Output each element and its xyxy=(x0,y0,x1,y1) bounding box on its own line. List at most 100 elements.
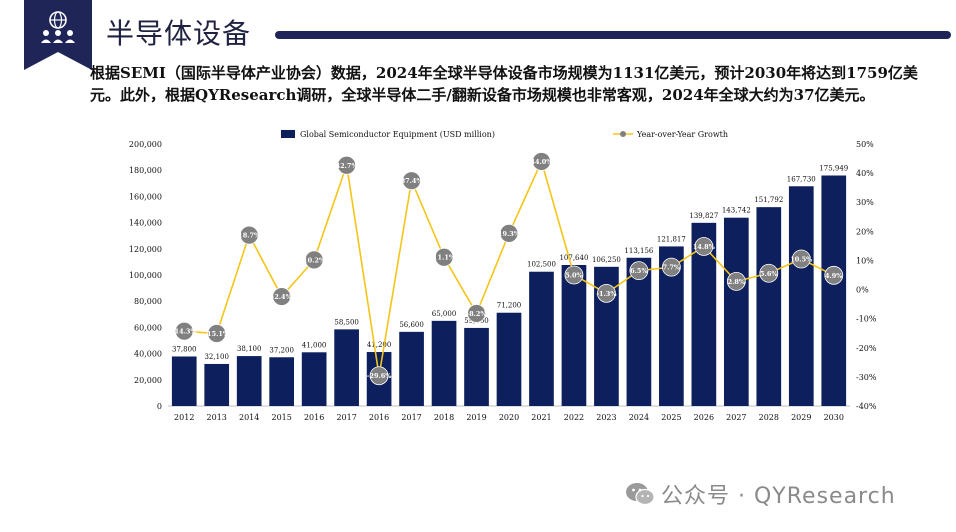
x-tick-label: 2016 xyxy=(304,413,324,422)
bar-value-label: 32,100 xyxy=(204,353,229,361)
legend-bar-label: Global Semiconductor Equipment (USD mill… xyxy=(300,130,495,139)
growth-point xyxy=(532,152,551,171)
growth-value-label: 7.7% xyxy=(663,264,681,272)
y-left-tick-label: 120,000 xyxy=(129,245,162,254)
growth-value-label: 10.2% xyxy=(303,256,326,264)
y-left-tick-label: 40,000 xyxy=(134,350,162,359)
growth-point xyxy=(207,324,227,343)
bar xyxy=(788,186,814,406)
bar-value-label: 106,250 xyxy=(592,256,621,264)
y-right-tick-label: -30% xyxy=(856,373,877,382)
bar-value-label: 41,000 xyxy=(302,341,327,349)
growth-value-label: 42.7% xyxy=(336,162,359,170)
x-tick-label: 2027 xyxy=(726,413,746,422)
y-left-tick-label: 20,000 xyxy=(134,376,162,385)
growth-value-label: -14.3% xyxy=(172,328,198,336)
y-left-tick-label: 0 xyxy=(157,402,162,411)
bar xyxy=(301,352,327,406)
bar xyxy=(269,357,295,406)
x-tick-label: 2017 xyxy=(336,413,356,422)
growth-value-label: 14.8% xyxy=(693,243,716,251)
legend-line-marker xyxy=(620,131,626,137)
bar-value-label: 41,200 xyxy=(367,341,392,349)
growth-value-label: -29.6% xyxy=(367,372,393,380)
bar-value-label: 58,500 xyxy=(334,318,359,326)
growth-value-label: -8.2% xyxy=(466,310,487,318)
growth-point xyxy=(174,321,194,341)
growth-point xyxy=(629,261,649,281)
watermark-text: 公众号 · QYResearch xyxy=(661,484,896,509)
x-tick-label: 2024 xyxy=(629,413,649,422)
growth-value-label: 18.7% xyxy=(238,232,261,240)
bar-value-label: 65,000 xyxy=(432,310,457,318)
y-left-tick-label: 180,000 xyxy=(129,166,162,175)
y-right-tick-label: -10% xyxy=(856,315,877,324)
x-tick-label: 2023 xyxy=(596,413,616,422)
growth-value-label: 2.8% xyxy=(728,278,746,286)
growth-value-label: 6.5% xyxy=(630,267,648,275)
y-left-tick-label: 200,000 xyxy=(129,140,162,149)
bar-value-label: 56,600 xyxy=(399,321,424,329)
growth-value-label: 4.9% xyxy=(825,272,843,280)
page-title: 半导体设备 xyxy=(106,17,252,50)
x-tick-label: 2022 xyxy=(564,413,584,422)
bar-value-label: 113,156 xyxy=(624,247,653,255)
growth-point xyxy=(434,247,454,267)
growth-point xyxy=(272,287,292,306)
bar-value-label: 175,949 xyxy=(819,165,848,173)
bar xyxy=(821,175,847,406)
growth-point xyxy=(304,250,324,270)
x-tick-label: 2019 xyxy=(466,413,486,422)
bar-value-label: 143,742 xyxy=(722,207,751,215)
growth-point xyxy=(564,265,584,285)
globe-people-icon xyxy=(41,11,75,43)
bar xyxy=(756,207,782,406)
bar xyxy=(723,217,749,406)
growth-point xyxy=(239,225,259,245)
growth-point xyxy=(499,223,519,243)
bar-value-label: 151,792 xyxy=(754,196,783,204)
growth-point xyxy=(726,272,746,291)
bar xyxy=(529,271,554,406)
bar xyxy=(399,331,424,406)
bar xyxy=(431,320,457,406)
bar-value-label: 37,200 xyxy=(269,346,294,354)
title-underline-bar xyxy=(275,31,951,39)
growth-value-label: 37.4% xyxy=(401,177,424,185)
bar xyxy=(171,356,197,406)
legend-bar-swatch xyxy=(281,130,295,138)
bar-value-label: 38,100 xyxy=(237,345,262,353)
growth-point xyxy=(337,155,357,175)
y-right-tick-label: 40% xyxy=(856,169,874,178)
bar-value-label: 107,640 xyxy=(559,254,588,262)
x-tick-label: 2013 xyxy=(207,413,227,422)
x-tick-label: 2020 xyxy=(499,413,519,422)
bar-value-label: 121,817 xyxy=(657,235,686,243)
x-tick-label: 2018 xyxy=(434,413,454,422)
bar xyxy=(236,356,262,406)
x-tick-label: 2012 xyxy=(174,413,194,422)
bar-value-label: 71,200 xyxy=(497,302,522,310)
bar xyxy=(464,327,489,406)
growth-point xyxy=(694,237,714,256)
description-text: 根据SEMI（国际半导体产业协会）数据，2024年全球半导体设备市场规模为113… xyxy=(90,64,918,104)
legend-line-label: Year-over-Year Growth xyxy=(636,130,728,139)
growth-point xyxy=(369,366,389,386)
bar xyxy=(334,329,359,406)
x-tick-label: 2029 xyxy=(791,413,811,422)
x-tick-label: 2028 xyxy=(759,413,779,422)
x-tick-label: 2026 xyxy=(694,413,714,422)
growth-point xyxy=(661,257,681,277)
y-left-tick-label: 160,000 xyxy=(129,192,162,201)
growth-point xyxy=(467,304,486,323)
x-tick-label: 2021 xyxy=(531,413,551,422)
growth-point xyxy=(824,265,844,285)
y-right-tick-label: 30% xyxy=(856,198,874,207)
y-left-tick-label: 100,000 xyxy=(129,271,162,280)
x-tick-label: 2025 xyxy=(661,413,681,422)
bar-value-label: 167,730 xyxy=(787,175,816,183)
growth-value-label: 5.0% xyxy=(565,272,583,280)
y-left-tick-label: 140,000 xyxy=(129,219,162,228)
